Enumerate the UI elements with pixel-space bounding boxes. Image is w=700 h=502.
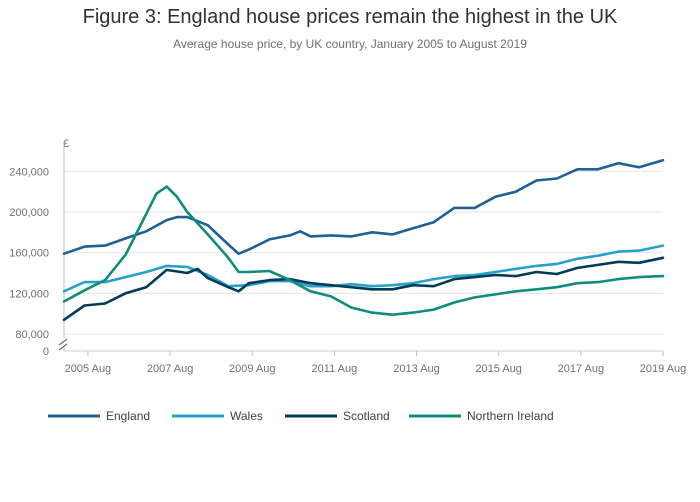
chart-title: Figure 3: England house prices remain th… [82, 6, 618, 28]
x-tick-label: 2017 Aug [558, 363, 605, 375]
y-axis-unit: £ [63, 138, 69, 150]
x-tick-label: 2019 Aug [640, 363, 687, 375]
legend-label: England [106, 409, 150, 423]
axis-break-mark [58, 338, 68, 346]
series-line-northern-ireland [62, 185, 665, 316]
legend-label: Wales [230, 409, 263, 423]
x-tick-label: 2005 Aug [65, 363, 112, 375]
y-tick-label: 80,000 [15, 329, 49, 341]
axis-break-mark [58, 343, 68, 351]
x-tick-label: 2009 Aug [229, 363, 276, 375]
series-line-scotland [62, 256, 665, 322]
series-layer [62, 158, 665, 322]
y-tick-label: 240,000 [9, 166, 49, 178]
y-tick-label: 120,000 [9, 288, 49, 300]
axes: £ 80,000 120,000 160,000 200,000 240,000 0 200… [9, 138, 686, 375]
y-tick-label: 200,000 [9, 207, 49, 219]
series-line-wales [62, 244, 665, 293]
x-tick-label: 2015 Aug [475, 363, 522, 375]
legend-label: Scotland [343, 409, 390, 423]
x-tick-label: 2007 Aug [147, 363, 194, 375]
chart-subtitle: Average house price, by UK country, Janu… [173, 37, 527, 51]
legend-label: Northern Ireland [467, 409, 554, 423]
gridlines [64, 170, 663, 352]
x-tick-label: 2013 Aug [393, 363, 440, 375]
series-line-england [62, 158, 665, 255]
y-tick-label: 160,000 [9, 248, 49, 260]
y-zero-label: 0 [43, 346, 49, 358]
legend: England Wales Scotland Northern Ireland [48, 409, 554, 423]
x-tick-label: 2011 Aug [312, 363, 358, 375]
